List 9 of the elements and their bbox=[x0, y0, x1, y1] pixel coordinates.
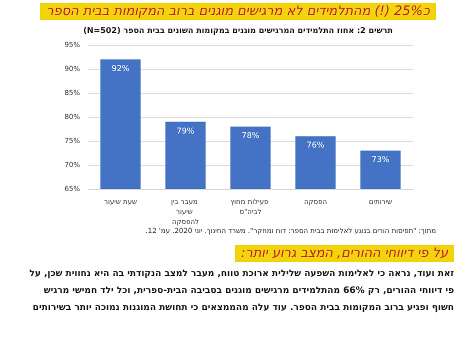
data-label: 73% bbox=[372, 155, 390, 164]
text: על פי דיווחי ההורים, המצב גרוע יותר: bbox=[234, 245, 454, 262]
chart-title: כ25% (!) מהתלמידים לא מרגישים מוגנים ברוב המקומות בבית הספר bbox=[40, 3, 436, 20]
data-label: 79% bbox=[176, 126, 195, 136]
chart-subtitle: תרשים 2: אחוז התלמידים המרגישים מוגנים במקומות השונים בבית הספר (N=502) bbox=[82, 26, 394, 35]
data-label: 92% bbox=[112, 64, 130, 73]
text: זאת ועוד, נראה כי לאלימות השפעה שלילית ארוכת טווח, מעבר למצב הנקודתי בה היא נחווית שכן, על פי דיווחי ההורים, רק 66% מהתלמידים מרגישים מוגנים בסביבה הבית-ספרית, וכל ילד חמישי מרגיש חשוף ופגיע ברוב המקומות בבית הספר. עוד עלה מהממצאים כי תחושת המוגנות נמוכה יותר בשירותים bbox=[28, 268, 455, 315]
data-label: 78% bbox=[242, 131, 260, 140]
data-label: 76% bbox=[306, 140, 325, 150]
